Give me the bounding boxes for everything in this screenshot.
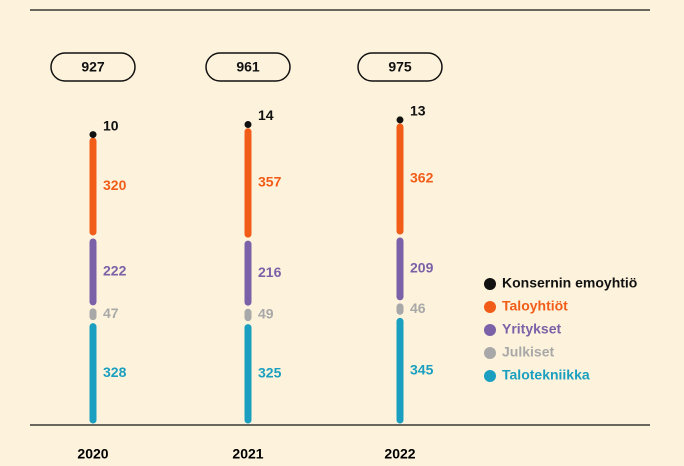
legend-label: Talotekniikka bbox=[502, 367, 590, 383]
total-label: 927 bbox=[81, 59, 105, 75]
value-label: 320 bbox=[103, 177, 127, 193]
legend-label: Konsernin emoyhtiö bbox=[502, 275, 637, 291]
legend-swatch bbox=[484, 278, 496, 290]
value-label: 49 bbox=[258, 306, 274, 322]
legend-swatch bbox=[484, 324, 496, 336]
legend-swatch bbox=[484, 301, 496, 313]
total-pill bbox=[50, 52, 136, 82]
total-pill bbox=[205, 52, 291, 82]
value-label: 328 bbox=[103, 364, 127, 380]
value-label: 325 bbox=[258, 365, 282, 381]
total-label: 961 bbox=[236, 59, 260, 75]
value-label: 10 bbox=[103, 118, 119, 134]
legend-swatch bbox=[484, 347, 496, 359]
value-label: 46 bbox=[410, 300, 426, 316]
x-tick-label: 2021 bbox=[232, 446, 263, 462]
value-label: 357 bbox=[258, 174, 282, 190]
x-tick-label: 2022 bbox=[384, 446, 415, 462]
value-label: 216 bbox=[258, 264, 282, 280]
value-label: 222 bbox=[103, 263, 127, 279]
value-label: 47 bbox=[103, 305, 119, 321]
value-label: 14 bbox=[258, 107, 274, 123]
value-label: 209 bbox=[410, 260, 434, 276]
total-label: 975 bbox=[388, 59, 412, 75]
legend-label: Yritykset bbox=[502, 321, 561, 337]
total-pill bbox=[357, 52, 443, 82]
legend-label: Julkiset bbox=[502, 344, 554, 360]
value-label: 362 bbox=[410, 170, 434, 186]
legend-swatch bbox=[484, 370, 496, 382]
x-tick-label: 2020 bbox=[77, 446, 108, 462]
value-label: 345 bbox=[410, 361, 434, 377]
legend-label: Taloyhtiöt bbox=[502, 298, 568, 314]
value-label: 13 bbox=[410, 103, 426, 119]
